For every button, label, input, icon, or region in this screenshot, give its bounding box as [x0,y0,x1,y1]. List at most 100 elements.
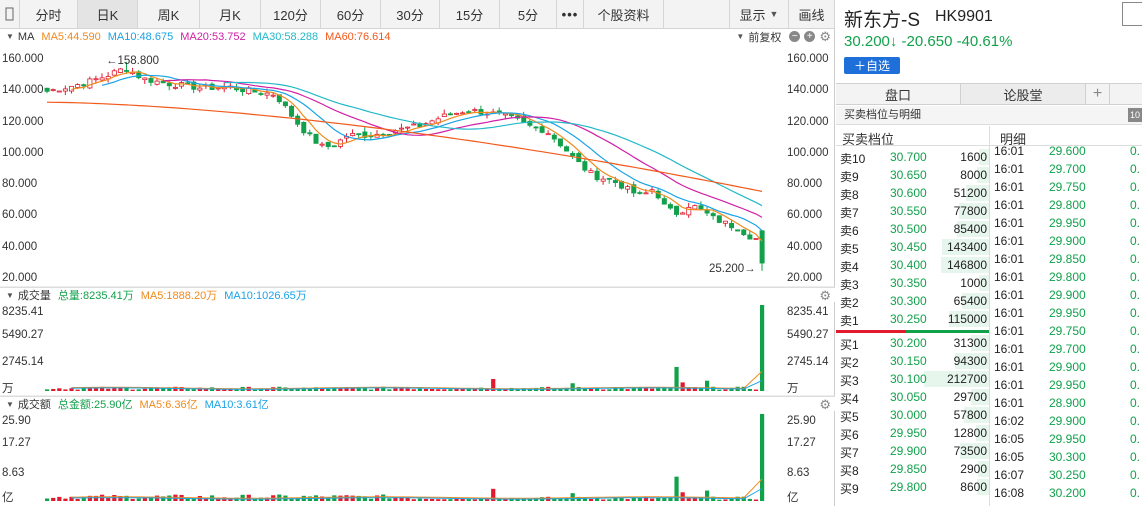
tab-order-book[interactable]: 盘口 [836,84,961,104]
adjust-dropdown-icon[interactable]: ▼ [736,32,745,41]
bid-row[interactable]: 买3 30.100 212700 [836,370,989,388]
ask-row[interactable]: 卖5 30.450 143400 [836,238,989,256]
amount-bar [485,499,490,501]
tab-120min[interactable]: 120分 [261,0,321,28]
ma20-value: MA20:53.752 [180,30,246,43]
candle-up [643,192,649,195]
stock-code: HK9901 [935,8,993,25]
trade-volume: 0. [1130,270,1141,284]
amount-bar [491,488,496,501]
volume-bar [601,389,606,391]
zoom-out-button[interactable]: − [789,31,801,42]
ask-row[interactable]: 卖3 30.350 1000 [836,274,989,292]
add-tab-button[interactable]: + [1086,84,1110,104]
level-volume: 73500 [953,444,987,458]
tab-daily-k[interactable]: 日K [78,0,138,28]
amount-bar [51,497,56,501]
tab-timeshare[interactable]: 分时 [20,0,78,28]
amount-bar [674,476,679,501]
volume-bar [393,388,398,391]
gear-icon[interactable]: ⚙ [819,397,831,412]
axis-tick-label: 140.000 [787,84,829,97]
candle-up [441,113,447,118]
volume-bar [387,389,392,391]
candle-down [527,120,533,126]
candle-down [533,126,539,129]
ask-row[interactable]: 卖7 30.550 77800 [836,202,989,220]
tab-60min[interactable]: 60分 [321,0,381,28]
ask-row[interactable]: 卖9 30.650 8000 [836,166,989,184]
candle-down [295,115,301,125]
display-menu-button[interactable]: 显示 ▼ [729,0,789,28]
volume-bar [582,388,587,391]
panel-toggle-button[interactable] [1122,2,1142,26]
adjust-mode-label[interactable]: 前复权 [748,31,782,44]
candle-down [570,152,576,157]
collapse-triangle-icon[interactable]: ▼ [6,399,14,409]
volume-bar [753,389,759,391]
bid-row[interactable]: 买9 29.800 8600 [836,478,989,496]
tab-weekly-k[interactable]: 周K [138,0,200,28]
gear-icon[interactable]: ⚙ [819,29,831,44]
bid-row[interactable]: 买8 29.850 2900 [836,460,989,478]
zoom-in-button[interactable]: + [804,31,816,42]
bid-row[interactable]: 买6 29.950 12800 [836,424,989,442]
level-price: 30.250 [890,312,927,326]
trade-row: 16:01 29.600 0. [990,142,1142,160]
trade-price: 29.900 [1049,288,1086,302]
more-periods-button[interactable]: ••• [557,0,584,28]
bid-row[interactable]: 买1 30.200 31300 [836,334,989,352]
depth-bar [975,425,989,441]
ask-row[interactable]: 卖2 30.300 65400 [836,292,989,310]
level-label: 卖5 [840,242,859,256]
volume-bar [320,388,325,391]
volume-bar [454,388,459,391]
ma-line-10 [101,74,763,232]
volume-bar [106,388,111,391]
amount-bar [405,497,410,501]
level-volume: 51200 [953,186,987,200]
depth-bar [970,335,989,351]
candle-up [99,77,105,81]
level-price: 30.300 [890,294,927,308]
high-annotation: ←158.800 [106,55,160,67]
axis-tick-label: 120.000 [787,115,829,128]
tab-30min[interactable]: 30分 [381,0,440,28]
bid-row[interactable]: 买5 30.000 57800 [836,406,989,424]
add-watchlist-button[interactable]: ＋自选 [844,57,900,74]
ask-row[interactable]: 卖10 30.700 1600 [836,148,989,166]
candle-down [447,113,453,116]
trade-price: 30.200 [1049,486,1086,500]
amount-ma5-line [71,478,763,499]
candle-down [160,80,166,84]
ask-ratio [906,330,989,333]
level-label: 卖1 [840,314,859,328]
tab-monthly-k[interactable]: 月K [200,0,261,28]
ask-row[interactable]: 卖4 30.400 146800 [836,256,989,274]
level-volume: 85400 [953,222,987,236]
candlestick-chart[interactable] [0,0,835,506]
draw-line-button[interactable]: 画线 [789,0,835,28]
ask-row[interactable]: 卖8 30.600 51200 [836,184,989,202]
amount-bar [411,499,416,501]
ask-row[interactable]: 卖6 30.500 85400 [836,220,989,238]
axis-tick-label: 100.000 [787,146,829,159]
collapse-icon[interactable] [0,0,20,28]
levels-header: 买卖档位 [842,132,895,147]
tab-15min[interactable]: 15分 [440,0,500,28]
collapse-triangle-icon[interactable]: ▼ [6,290,14,300]
bid-row[interactable]: 买7 29.900 73500 [836,442,989,460]
ask-row[interactable]: 卖1 30.250 115000 [836,310,989,328]
gear-icon[interactable]: ⚙ [819,288,831,303]
stock-info-button[interactable]: 个股资料 [584,0,664,28]
section-badge[interactable]: 10 [1128,108,1142,122]
level-price: 30.550 [890,204,927,218]
collapse-triangle-icon[interactable]: ▼ [6,32,14,41]
trade-time: 16:01 [994,234,1025,248]
tab-forum[interactable]: 论股堂 [961,84,1086,104]
tab-5min[interactable]: 5分 [500,0,557,28]
bid-row[interactable]: 买4 30.050 29700 [836,388,989,406]
level-volume: 12800 [953,426,987,440]
axis-tick-label: 60.000 [2,209,38,222]
bid-row[interactable]: 买2 30.150 94300 [836,352,989,370]
